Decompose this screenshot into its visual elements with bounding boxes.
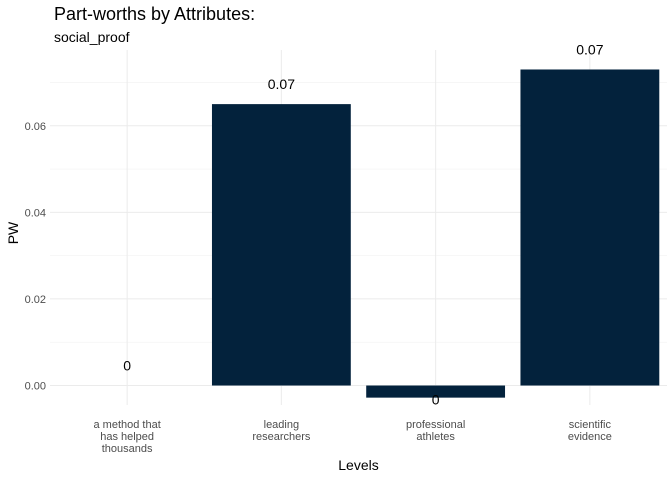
x-tick-label: professional athletes (406, 419, 465, 443)
y-tick-label: 0.02 (25, 294, 46, 306)
x-tick-label: leading researchers (252, 419, 311, 443)
chart-subtitle: social_proof (54, 29, 130, 45)
y-axis-title: PW (5, 221, 21, 244)
y-tick-label: 0.06 (25, 121, 46, 133)
bar (366, 385, 506, 398)
data-label: 0 (432, 392, 440, 408)
x-tick-label: scientific evidence (568, 419, 612, 443)
bar (520, 69, 660, 386)
data-label: 0 (123, 358, 131, 374)
bar (211, 104, 351, 386)
chart-title: Part-worths by Attributes: (54, 4, 255, 24)
y-tick-label: 0.04 (25, 207, 46, 219)
x-axis-title: Levels (338, 457, 378, 473)
data-label: 0.07 (268, 76, 295, 92)
data-label: 0.07 (576, 41, 603, 57)
y-tick-label: 0.00 (25, 381, 46, 393)
x-tick-label: a method that has helped thousands (93, 419, 160, 455)
